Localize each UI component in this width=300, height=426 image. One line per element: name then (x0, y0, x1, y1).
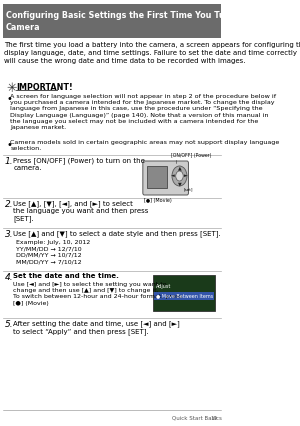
Circle shape (176, 171, 183, 181)
FancyBboxPatch shape (153, 275, 214, 311)
Text: 2.: 2. (4, 200, 13, 209)
Text: ✳: ✳ (6, 82, 16, 95)
Text: Example: July, 10, 2012
YY/MM/DD → 12/7/10
DD/MM/YY → 10/7/12
MM/DD/YY → 7/10/12: Example: July, 10, 2012 YY/MM/DD → 12/7/… (16, 240, 91, 264)
Text: Press [ON/OFF] (Power) to turn on the
camera.: Press [ON/OFF] (Power) to turn on the ca… (14, 157, 145, 171)
Text: Use [◄] and [►] to select the setting you want to
change and then use [▲] and [▼: Use [◄] and [►] to select the setting yo… (14, 282, 183, 305)
Text: 1.: 1. (4, 157, 13, 166)
FancyBboxPatch shape (3, 4, 221, 38)
FancyBboxPatch shape (154, 292, 214, 300)
Text: ▲: ▲ (178, 165, 182, 170)
Text: Camera models sold in certain geographic areas may not support display language
: Camera models sold in certain geographic… (11, 140, 280, 151)
Text: Use [▲] and [▼] to select a date style and then press [SET].: Use [▲] and [▼] to select a date style a… (14, 230, 221, 237)
Circle shape (172, 166, 187, 186)
Text: Set the date and the time.: Set the date and the time. (14, 273, 119, 279)
Text: •: • (7, 140, 13, 150)
Text: •: • (7, 94, 13, 104)
FancyBboxPatch shape (143, 161, 188, 195)
Text: After setting the date and time, use [◄] and [►]
to select “Apply” and then pres: After setting the date and time, use [◄]… (14, 320, 180, 335)
Text: [ON/OFF] (Power): [ON/OFF] (Power) (170, 153, 211, 158)
Text: 5.: 5. (4, 320, 13, 329)
Text: ▼: ▼ (178, 181, 182, 187)
Text: ● Move Between Items: ● Move Between Items (155, 293, 213, 298)
Text: Adjust: Adjust (155, 284, 171, 289)
FancyBboxPatch shape (147, 166, 167, 188)
Text: ►: ► (184, 173, 188, 178)
Text: [●] (Movie): [●] (Movie) (144, 198, 172, 203)
Text: [set]: [set] (184, 187, 194, 191)
Text: Configuring Basic Settings the First Time You Turn On the
Camera: Configuring Basic Settings the First Tim… (6, 11, 267, 32)
Text: 4.: 4. (4, 273, 13, 282)
Text: The first time you load a battery into the camera, a screen appears for configur: The first time you load a battery into t… (4, 42, 300, 63)
Text: A screen for language selection will not appear in step 2 of the procedure below: A screen for language selection will not… (11, 94, 277, 130)
Text: Use [▲], [▼], [◄], and [►] to select
the language you want and then press
[SET].: Use [▲], [▼], [◄], and [►] to select the… (14, 200, 149, 222)
Text: ◄: ◄ (171, 173, 175, 178)
Text: Quick Start Basics: Quick Start Basics (172, 416, 222, 421)
Text: IMPORTANT!: IMPORTANT! (16, 83, 73, 92)
Text: 3.: 3. (4, 230, 13, 239)
Text: 19: 19 (211, 416, 218, 421)
